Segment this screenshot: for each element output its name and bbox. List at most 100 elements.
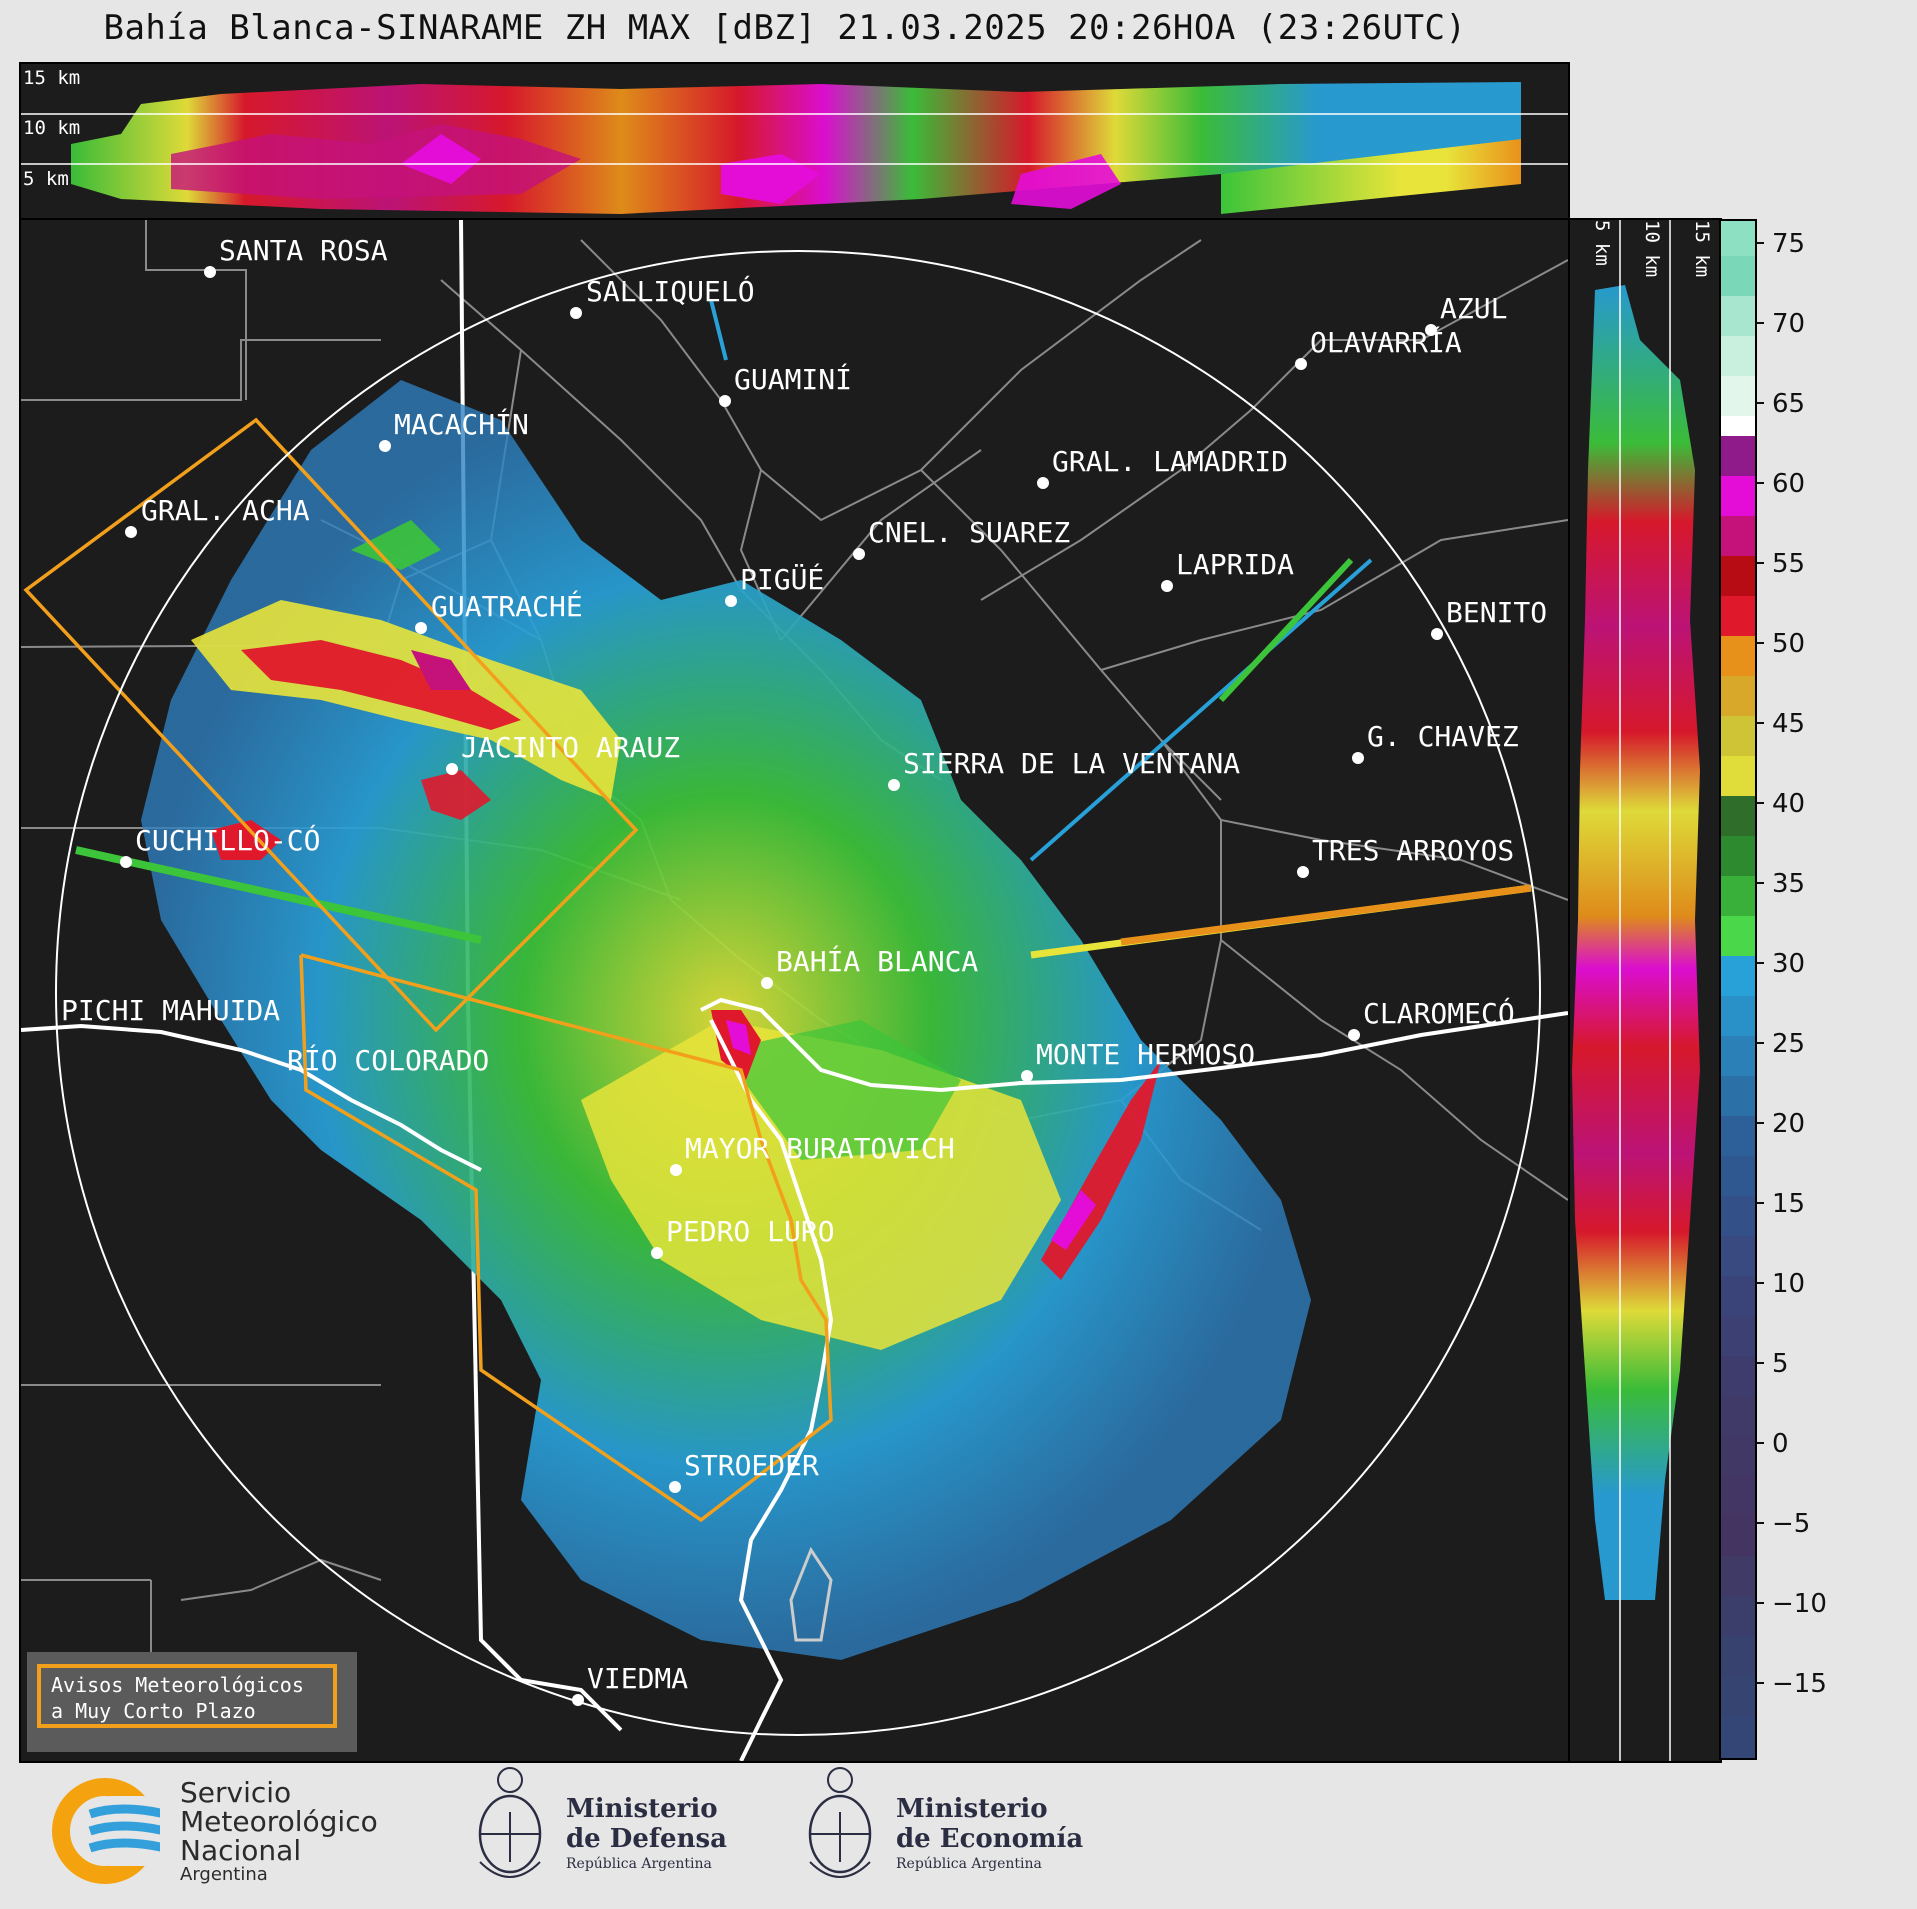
range-ring: [55, 250, 1541, 1736]
svg-text:CUCHILLO-CÓ: CUCHILLO-CÓ: [135, 823, 320, 857]
defensa-line-2: de Defensa: [566, 1824, 727, 1854]
town-viedma: VIEDMA: [572, 1662, 688, 1706]
radar-echoes: [75, 299, 1532, 1660]
radar-map-panel[interactable]: SANTA ROSA SALLIQUELÓ AZUL OLAVARRÍA GUA…: [19, 218, 1570, 1763]
tick-50: 50: [1772, 629, 1805, 659]
smn-line-1: Servicio: [180, 1776, 292, 1809]
tick-5: 5: [1772, 1349, 1789, 1379]
svg-text:AZUL: AZUL: [1440, 292, 1507, 325]
town-guatrache: GUATRACHÉ: [415, 589, 583, 634]
town-jacinto-arauz: JACINTO ARAUZ: [446, 731, 680, 775]
smn-line-2: Meteorológico: [180, 1805, 378, 1838]
smn-line-4: Argentina: [180, 1864, 268, 1885]
svg-text:G. CHAVEZ: G. CHAVEZ: [1367, 720, 1519, 753]
svg-text:GUAMINÍ: GUAMINÍ: [734, 362, 852, 396]
town-gral-acha: GRAL. ACHA: [125, 494, 310, 538]
tick-65: 65: [1772, 389, 1805, 419]
svg-text:SALLIQUELÓ: SALLIQUELÓ: [586, 274, 755, 308]
colorbar-steps: [1720, 220, 1756, 1759]
svg-text:GRAL. LAMADRID: GRAL. LAMADRID: [1052, 445, 1288, 478]
tick-45: 45: [1772, 709, 1805, 739]
town-macachin: MACACHÍN: [379, 407, 529, 452]
svg-text:PICHI MAHUIDA: PICHI MAHUIDA: [61, 994, 280, 1027]
top-cross-section-panel: 15 km 10 km 5 km: [19, 62, 1570, 220]
svg-text:CLAROMECÓ: CLAROMECÓ: [1363, 996, 1515, 1030]
tick-75: 75: [1772, 229, 1805, 259]
town-g-chavez: G. CHAVEZ: [1352, 720, 1519, 764]
town-azul: AZUL: [1425, 292, 1507, 336]
svg-text:STROEDER: STROEDER: [684, 1449, 819, 1482]
defensa-line-1: Ministerio: [566, 1794, 718, 1824]
legend-box: Avisos Meteorológicos a Muy Corto Plazo: [27, 1652, 357, 1752]
top-height-label-10: 10 km: [23, 117, 80, 139]
economia-line-1: Ministerio: [896, 1794, 1048, 1824]
economia-line-2: de Economía: [896, 1824, 1084, 1854]
svg-text:GUATRACHÉ: GUATRACHÉ: [431, 589, 583, 623]
svg-text:LAPRIDA: LAPRIDA: [1176, 548, 1294, 581]
colorbar-ticks: 75 70 65 60 55 50 45 40 35 30 25 20 15 1…: [1756, 229, 1827, 1699]
town-laprida: LAPRIDA: [1161, 548, 1294, 592]
town-olavarria: OLAVARRÍA: [1295, 325, 1462, 370]
tick-35: 35: [1772, 869, 1805, 899]
svg-text:JACINTO ARAUZ: JACINTO ARAUZ: [461, 731, 680, 764]
svg-text:BENITO: BENITO: [1446, 596, 1547, 629]
tick-m5: −5: [1772, 1509, 1810, 1539]
smn-line-3: Nacional: [180, 1834, 302, 1867]
town-claromeco: CLAROMECÓ: [1348, 996, 1515, 1041]
economia-line-3: República Argentina: [896, 1856, 1042, 1872]
town-sierra-de-la-ventana: SIERRA DE LA VENTANA: [888, 747, 1240, 791]
svg-text:MACACHÍN: MACACHÍN: [394, 407, 529, 441]
side-height-label-5: 5 km: [1591, 220, 1613, 266]
svg-text:PEDRO LURO: PEDRO LURO: [666, 1215, 835, 1248]
svg-text:MAYOR BURATOVICH: MAYOR BURATOVICH: [685, 1132, 955, 1165]
town-monte-hermoso: MONTE HERMOSO: [1021, 1038, 1255, 1082]
town-gral-lamadrid: GRAL. LAMADRID: [1037, 445, 1288, 489]
side-height-label-10: 10 km: [1641, 220, 1663, 277]
tick-40: 40: [1772, 789, 1805, 819]
top-height-label-5: 5 km: [23, 168, 69, 190]
svg-text:BAHÍA BLANCA: BAHÍA BLANCA: [776, 944, 978, 978]
town-salliquelo: SALLIQUELÓ: [570, 274, 755, 319]
town-labels: SANTA ROSA SALLIQUELÓ AZUL OLAVARRÍA GUA…: [61, 234, 1547, 1706]
tick-15: 15: [1772, 1189, 1805, 1219]
warning-polygons: [23, 417, 833, 1523]
town-cnel-suarez: CNEL. SUAREZ: [853, 516, 1070, 560]
svg-text:VIEDMA: VIEDMA: [587, 1662, 688, 1695]
town-rio-colorado: RÍO COLORADO: [287, 1043, 489, 1077]
svg-text:GRAL. ACHA: GRAL. ACHA: [141, 494, 310, 527]
town-mayor-buratovich: MAYOR BURATOVICH: [670, 1132, 955, 1176]
coastline: [21, 997, 1568, 1761]
town-guamini: GUAMINÍ: [719, 362, 852, 407]
tick-20: 20: [1772, 1109, 1805, 1139]
radar-map: SANTA ROSA SALLIQUELÓ AZUL OLAVARRÍA GUA…: [21, 220, 1568, 1761]
tick-m15: −15: [1772, 1669, 1827, 1699]
town-bahia-blanca: BAHÍA BLANCA: [761, 944, 978, 989]
svg-text:SANTA ROSA: SANTA ROSA: [219, 234, 388, 267]
warning-legend: Avisos Meteorológicos a Muy Corto Plazo: [37, 1664, 337, 1728]
tick-30: 30: [1772, 949, 1805, 979]
smn-logo-mark: [52, 1778, 160, 1884]
tick-25: 25: [1772, 1029, 1805, 1059]
argentina-coat-of-arms-icon: [478, 1767, 542, 1878]
tick-m10: −10: [1772, 1589, 1827, 1619]
defensa-line-3: República Argentina: [566, 1856, 712, 1872]
colorbar: 75 70 65 60 55 50 45 40 35 30 25 20 15 1…: [1719, 219, 1827, 1760]
legend-line-1: Avisos Meteorológicos: [51, 1673, 304, 1697]
town-benito: BENITO: [1431, 596, 1547, 640]
defensa-logo: Ministerio de Defensa República Argentin…: [470, 1762, 750, 1897]
page-title: Bahía Blanca-SINARAME ZH MAX [dBZ] 21.03…: [103, 8, 1467, 48]
tick-70: 70: [1772, 309, 1805, 339]
side-cross-section: 5 km 10 km 15 km: [1572, 220, 1713, 1761]
town-santa-rosa: SANTA ROSA: [204, 234, 388, 278]
town-stroeder: STROEDER: [669, 1449, 819, 1493]
side-height-label-15: 15 km: [1691, 220, 1713, 277]
tick-10: 10: [1772, 1269, 1805, 1299]
legend-line-2: a Muy Corto Plazo: [51, 1699, 256, 1723]
tick-55: 55: [1772, 549, 1805, 579]
svg-text:PIGÜÉ: PIGÜÉ: [740, 562, 824, 596]
svg-text:CNEL. SUAREZ: CNEL. SUAREZ: [868, 516, 1070, 549]
svg-text:TRES ARROYOS: TRES ARROYOS: [1312, 834, 1514, 867]
svg-text:MONTE HERMOSO: MONTE HERMOSO: [1036, 1038, 1255, 1071]
tick-0: 0: [1772, 1429, 1789, 1459]
top-cross-section: 15 km 10 km 5 km: [21, 67, 1568, 214]
